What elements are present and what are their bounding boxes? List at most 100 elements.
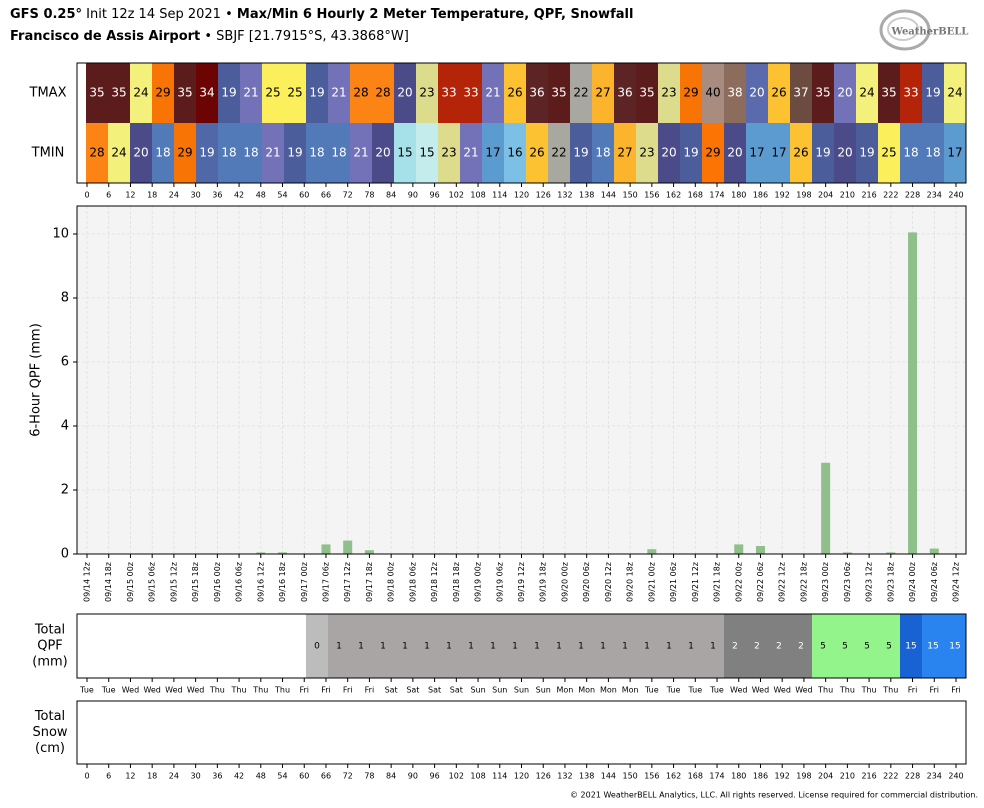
cell-label: 18 [221,146,236,160]
cell-label: 25 [265,86,280,100]
cell [108,123,131,183]
x-tick-label: 180 [731,772,746,781]
cell-label: 40 [705,86,720,100]
cell-label: 20 [133,146,148,160]
day-label: Sat [406,686,419,695]
cell [438,63,461,123]
bar [647,549,657,554]
cell [834,614,857,678]
cell-label: 19 [287,146,302,160]
cell-label: 5 [864,642,870,652]
day-label: Tue [709,686,724,695]
bar [364,550,374,554]
cell [130,63,153,123]
x-tick-label: 102 [449,191,464,200]
x-tick-label: 24 [169,191,179,200]
cell-label: 1 [424,642,430,652]
cell-label: 15 [949,642,960,652]
cell [86,123,109,183]
cell [130,123,153,183]
plot-frame [76,205,967,555]
cell [504,123,527,183]
cell-label: 21 [331,86,346,100]
cell-label: 35 [177,86,192,100]
cell-label: 19 [683,146,698,160]
cell [394,63,417,123]
cell-label: 23 [419,86,434,100]
x-tick-label: 0 [84,191,89,200]
x-tick-label: 09/17 06z [321,562,330,602]
cell [482,63,505,123]
cell [922,63,945,123]
x-tick-label: 6 [106,772,111,781]
cell-label: 24 [133,86,148,100]
cell-label: 16 [507,146,522,160]
footer: © 2021 WeatherBELL Analytics, LLC. All r… [570,791,978,800]
cell [812,614,835,678]
cell-label: 21 [265,146,280,160]
cell [856,123,879,183]
x-tick-label: 09/21 00z [647,562,656,602]
x-tick-label: 66 [321,772,331,781]
cell [746,614,769,678]
x-tick-label: 09/24 12z [952,562,961,602]
day-label: Thu [817,686,833,695]
x-tick-label: 48 [256,191,266,200]
day-label: Wed [752,686,769,695]
x-tick-label: 09/18 06z [408,562,417,602]
cell [658,614,681,678]
panel-label: (mm) [32,655,67,670]
cell-label: 18 [243,146,258,160]
cell [900,123,923,183]
x-tick-label: 198 [796,191,811,200]
cell [658,123,681,183]
x-tick-label: 09/15 12z [169,562,178,602]
cell [306,123,329,183]
cell-label: 37 [793,86,808,100]
cell [460,614,483,678]
row-label: TMIN [31,146,65,161]
x-tick-label: 216 [861,191,876,200]
cell [922,614,945,678]
x-tick-label: 204 [818,772,833,781]
cell-label: 18 [309,146,324,160]
cell [856,63,879,123]
day-label: Mon [578,686,595,695]
cell [240,123,263,183]
x-tick-label: 18 [147,772,157,781]
cell [306,614,329,678]
cell-label: 33 [441,86,456,100]
cell-label: 33 [463,86,478,100]
cell-label: 18 [331,146,346,160]
cell-label: 26 [793,146,808,160]
cell [460,123,483,183]
cell [262,123,285,183]
day-label: Wed [730,686,747,695]
row-label: TMAX [29,86,67,101]
cell-label: 19 [859,146,874,160]
cell [548,614,571,678]
cell [548,123,571,183]
cell [922,123,945,183]
cell [790,63,813,123]
cell [372,123,395,183]
x-tick-label: 09/23 12z [865,562,874,602]
bar [734,544,744,554]
cell [504,63,527,123]
cell [878,123,901,183]
x-tick-label: 42 [234,772,244,781]
x-tick-label: 60 [299,772,309,781]
bar [842,552,852,554]
cell [350,63,373,123]
cell-label: 1 [534,642,540,652]
x-tick-label: 42 [234,191,244,200]
cell [174,63,197,123]
cell-label: 28 [375,86,390,100]
x-tick-label: 60 [299,191,309,200]
cell-label: 21 [243,86,258,100]
cell [790,123,813,183]
cell-label: 23 [639,146,654,160]
panel-label: Total [34,623,65,638]
x-tick-label: 228 [905,191,920,200]
day-label: Mon [557,686,574,695]
